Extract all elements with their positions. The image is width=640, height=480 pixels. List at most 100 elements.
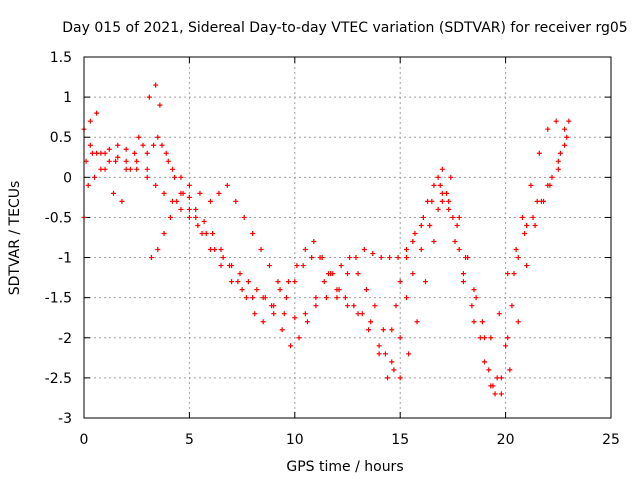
data-point bbox=[294, 263, 300, 269]
data-point bbox=[505, 335, 511, 341]
data-point bbox=[229, 279, 235, 285]
data-point bbox=[446, 198, 452, 204]
data-point bbox=[313, 303, 319, 309]
data-point bbox=[148, 255, 154, 261]
data-point bbox=[359, 311, 365, 317]
data-point bbox=[507, 367, 513, 373]
data-point bbox=[151, 142, 157, 148]
data-point bbox=[178, 206, 184, 212]
data-point bbox=[153, 82, 159, 88]
data-point bbox=[311, 239, 317, 245]
data-point bbox=[351, 303, 357, 309]
data-point bbox=[309, 255, 315, 261]
data-point bbox=[153, 182, 159, 188]
data-point bbox=[513, 247, 519, 253]
data-point bbox=[113, 158, 119, 164]
data-point bbox=[106, 146, 112, 152]
data-point bbox=[456, 214, 462, 220]
data-point bbox=[397, 335, 403, 341]
data-point bbox=[161, 230, 167, 236]
data-point bbox=[549, 174, 555, 180]
data-point bbox=[207, 198, 213, 204]
data-point bbox=[368, 319, 374, 325]
data-point bbox=[98, 166, 104, 172]
data-point bbox=[387, 255, 393, 261]
data-point bbox=[271, 311, 277, 317]
data-point bbox=[488, 335, 494, 341]
data-point bbox=[412, 230, 418, 236]
data-point bbox=[477, 335, 483, 341]
data-point bbox=[195, 222, 201, 228]
data-point bbox=[267, 263, 273, 269]
data-point bbox=[361, 247, 367, 253]
data-point bbox=[199, 230, 205, 236]
data-point bbox=[498, 375, 504, 381]
data-point bbox=[115, 142, 121, 148]
data-point bbox=[380, 327, 386, 333]
data-point bbox=[288, 343, 294, 349]
series-track-d bbox=[87, 134, 570, 341]
data-point bbox=[146, 94, 152, 100]
data-point bbox=[252, 311, 258, 317]
data-point bbox=[144, 174, 150, 180]
data-point bbox=[431, 239, 437, 245]
data-point bbox=[505, 271, 511, 277]
data-point bbox=[395, 255, 401, 261]
data-point bbox=[363, 287, 369, 293]
data-point bbox=[167, 214, 173, 220]
data-point bbox=[345, 303, 350, 309]
data-point bbox=[144, 150, 150, 156]
chart-title: Day 015 of 2021, Sidereal Day-to-day VTE… bbox=[62, 20, 627, 36]
data-point bbox=[319, 255, 325, 261]
data-point bbox=[418, 247, 424, 253]
data-point bbox=[338, 263, 344, 269]
data-point bbox=[471, 319, 477, 325]
data-point bbox=[262, 295, 268, 301]
data-point bbox=[277, 287, 283, 293]
data-point bbox=[562, 126, 568, 132]
data-point bbox=[281, 311, 287, 317]
data-point bbox=[218, 263, 224, 269]
data-point bbox=[439, 190, 445, 196]
data-point bbox=[94, 110, 100, 116]
data-point bbox=[140, 142, 146, 148]
data-point bbox=[226, 263, 232, 269]
data-point bbox=[410, 239, 416, 245]
data-point bbox=[186, 194, 192, 200]
data-point bbox=[87, 142, 93, 148]
data-point bbox=[355, 311, 361, 317]
x-tick-label: 15 bbox=[391, 432, 409, 448]
data-point bbox=[456, 247, 462, 253]
data-point bbox=[389, 359, 395, 365]
data-point bbox=[515, 255, 521, 261]
y-tick-label: -2.5 bbox=[45, 371, 72, 387]
data-point bbox=[385, 375, 391, 381]
data-point bbox=[452, 239, 458, 245]
data-points bbox=[81, 82, 572, 397]
data-point bbox=[275, 279, 281, 285]
data-point bbox=[180, 190, 186, 196]
data-point bbox=[157, 102, 163, 108]
data-point bbox=[292, 315, 298, 321]
data-point bbox=[207, 247, 213, 253]
data-point bbox=[378, 255, 384, 261]
data-point bbox=[220, 255, 226, 261]
data-point bbox=[170, 198, 176, 204]
data-point bbox=[444, 190, 450, 196]
data-point bbox=[446, 206, 452, 212]
data-point bbox=[418, 222, 424, 228]
data-point bbox=[366, 327, 372, 333]
data-point bbox=[212, 247, 218, 253]
data-point bbox=[300, 263, 306, 269]
data-point bbox=[178, 174, 184, 180]
data-point bbox=[85, 182, 91, 188]
data-point bbox=[376, 343, 382, 349]
data-point bbox=[391, 367, 397, 373]
data-point bbox=[524, 222, 530, 228]
data-point bbox=[258, 247, 264, 253]
data-point bbox=[186, 214, 192, 220]
data-point bbox=[562, 142, 568, 148]
data-point bbox=[509, 303, 515, 309]
y-axis-label: SDTVAR / TECUs bbox=[7, 181, 23, 296]
